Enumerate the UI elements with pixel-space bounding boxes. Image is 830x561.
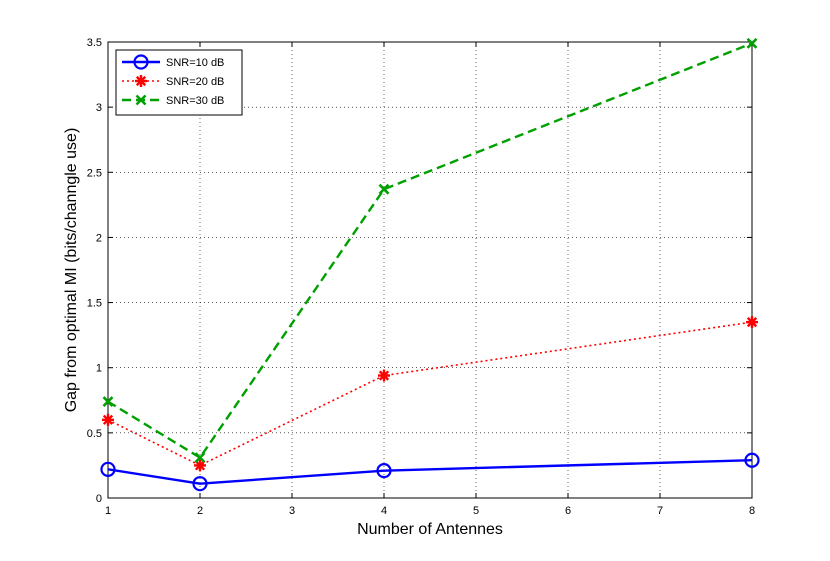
- y-tick-label: 3: [96, 102, 102, 114]
- data-point: [746, 316, 758, 329]
- series-1: [100, 452, 760, 492]
- marker-asterisk-stroke: [194, 460, 206, 471]
- series-layer: [100, 37, 760, 492]
- legend-label: SNR=20 dB: [166, 76, 224, 88]
- y-axis-label: Gap from optimal MI (bits/channgle use): [63, 128, 80, 413]
- data-point: [102, 413, 114, 426]
- y-tick-label: 2.5: [87, 167, 102, 179]
- marker-asterisk-stroke: [135, 75, 147, 87]
- data-point: [744, 452, 760, 468]
- marker-x-stroke: [102, 396, 114, 408]
- y-tick-label: 3.5: [87, 37, 102, 49]
- data-point: [194, 459, 206, 472]
- series-3: [102, 37, 758, 464]
- series-line: [107, 42, 753, 460]
- data-point: [378, 183, 390, 195]
- y-tick-label: 1: [96, 363, 102, 375]
- marker-circle: [376, 463, 392, 479]
- legend-label: SNR=30 dB: [166, 95, 224, 107]
- legend-item: SNR=30 dB: [122, 94, 224, 107]
- x-tick-label: 7: [657, 505, 663, 517]
- x-tick-label: 6: [565, 505, 571, 517]
- marker-circle: [744, 452, 760, 468]
- series-line: [107, 321, 753, 467]
- legend-label: SNR=10 dB: [166, 57, 224, 69]
- grid: [108, 42, 752, 498]
- series-2: [102, 316, 758, 472]
- marker-x-stroke: [746, 37, 758, 49]
- data-point: [192, 476, 208, 492]
- marker-x-stroke: [194, 452, 206, 464]
- x-tick-label: 5: [473, 505, 479, 517]
- y-tick-label: 0.5: [87, 428, 102, 440]
- data-point: [376, 463, 392, 479]
- data-point: [194, 452, 206, 464]
- x-tick-label: 8: [749, 505, 755, 517]
- marker-x-stroke: [378, 183, 390, 195]
- marker-x-stroke: [135, 94, 147, 106]
- legend: SNR=10 dB SNR=20 dB SNR=30 dB: [115, 49, 243, 116]
- x-axis-label: Number of Antennes: [357, 521, 503, 538]
- data-point: [746, 37, 758, 49]
- legend-item: SNR=20 dB: [122, 75, 224, 88]
- data-point: [100, 461, 116, 477]
- series-line: [107, 459, 753, 485]
- data-point: [378, 369, 390, 382]
- plot-frame: [107, 41, 753, 499]
- data-point: [102, 396, 114, 408]
- legend-marker: [133, 54, 149, 70]
- y-tick-label: 0: [96, 493, 102, 505]
- legend-marker: [135, 75, 147, 87]
- marker-asterisk-stroke: [102, 414, 114, 425]
- marker-asterisk-stroke: [378, 370, 390, 381]
- x-tick-label: 1: [105, 505, 111, 517]
- y-tick-label: 1.5: [87, 298, 102, 310]
- marker-circle: [133, 54, 149, 70]
- marker-circle: [192, 476, 208, 492]
- marker-asterisk-stroke: [746, 317, 758, 328]
- ticks: 1 2 3 4 5 6 7 8 0 0.5 1 1.5 2 2.5 3 3.5: [87, 37, 755, 517]
- x-tick-label: 3: [289, 505, 295, 517]
- legend-item: SNR=10 dB: [122, 54, 224, 70]
- marker-circle: [100, 461, 116, 477]
- x-tick-label: 2: [197, 505, 203, 517]
- legend-marker: [135, 94, 147, 106]
- y-tick-label: 2: [96, 232, 102, 244]
- x-tick-label: 4: [381, 505, 387, 517]
